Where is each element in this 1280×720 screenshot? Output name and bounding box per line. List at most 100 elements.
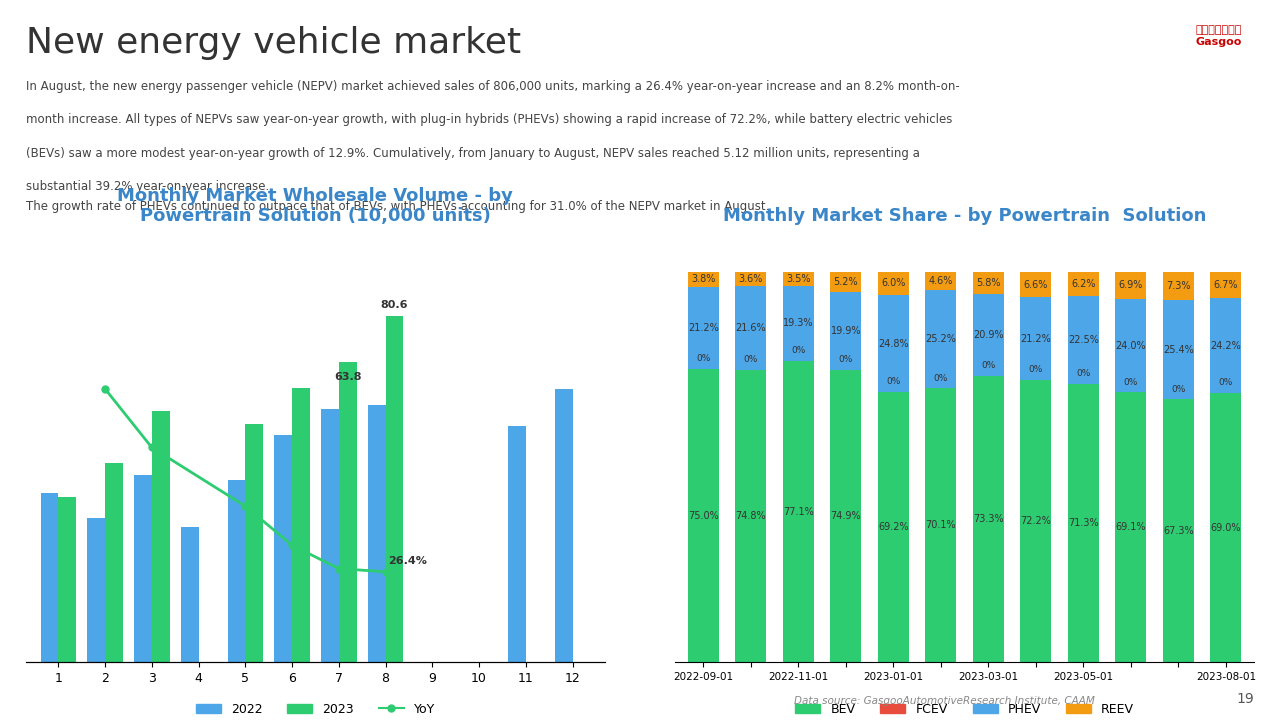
Bar — [831, 271, 861, 292]
Bar — [735, 271, 767, 286]
Text: 6.9%: 6.9% — [1119, 280, 1143, 290]
Text: 73.3%: 73.3% — [973, 514, 1004, 524]
Text: 74.8%: 74.8% — [736, 511, 767, 521]
Text: 77.1%: 77.1% — [783, 507, 814, 517]
Text: 24.8%: 24.8% — [878, 338, 909, 348]
Text: 0%: 0% — [838, 355, 852, 364]
Bar — [246, 424, 264, 662]
Bar — [878, 392, 909, 662]
Bar — [1020, 297, 1051, 380]
Bar — [292, 388, 310, 662]
Text: 21.2%: 21.2% — [1020, 334, 1051, 344]
Bar — [973, 294, 1004, 376]
Text: 6.6%: 6.6% — [1024, 279, 1048, 289]
Text: 5.8%: 5.8% — [977, 278, 1001, 288]
Bar — [1020, 271, 1051, 297]
Text: 7.3%: 7.3% — [1166, 281, 1190, 291]
Bar — [1115, 271, 1147, 299]
Bar — [1211, 298, 1242, 393]
Bar — [1211, 272, 1242, 298]
Text: 6.7%: 6.7% — [1213, 280, 1238, 290]
Text: 72.2%: 72.2% — [1020, 516, 1051, 526]
Text: 20.9%: 20.9% — [973, 330, 1004, 340]
Bar — [687, 271, 719, 287]
Text: 0%: 0% — [696, 354, 710, 364]
Bar — [687, 287, 719, 369]
Text: 69.2%: 69.2% — [878, 522, 909, 532]
Text: 19: 19 — [1236, 692, 1254, 706]
Text: 26.4%: 26.4% — [388, 556, 426, 566]
Text: 6.0%: 6.0% — [881, 279, 905, 289]
Text: 80.6: 80.6 — [380, 300, 408, 310]
Text: The growth rate of PHEVs continued to outpace that of BEVs, with PHEVs accountin: The growth rate of PHEVs continued to ou… — [26, 200, 769, 213]
Bar — [105, 462, 123, 662]
Bar — [783, 286, 814, 361]
Text: month increase. All types of NEPVs saw year-on-year growth, with plug-in hybrids: month increase. All types of NEPVs saw y… — [26, 114, 952, 127]
Text: 74.9%: 74.9% — [831, 511, 861, 521]
Text: In August, the new energy passenger vehicle (NEPV) market achieved sales of 806,: In August, the new energy passenger vehi… — [26, 80, 959, 93]
Bar — [1164, 300, 1194, 400]
Text: 3.5%: 3.5% — [786, 274, 810, 284]
Text: 25.4%: 25.4% — [1164, 345, 1194, 355]
Text: 0%: 0% — [1029, 366, 1043, 374]
Bar — [180, 527, 198, 662]
Bar — [1068, 296, 1098, 384]
Bar — [1164, 400, 1194, 662]
Text: 69.1%: 69.1% — [1116, 523, 1146, 532]
Bar — [973, 376, 1004, 662]
Bar — [878, 271, 909, 295]
Bar — [321, 409, 339, 662]
Text: 0%: 0% — [933, 374, 948, 382]
Text: Data source: GasgooAutomotiveResearch Institute, CAAM: Data source: GasgooAutomotiveResearch In… — [794, 696, 1094, 706]
Bar — [1115, 299, 1147, 392]
Bar — [831, 292, 861, 370]
Bar — [134, 475, 152, 662]
Text: 0%: 0% — [1171, 384, 1185, 394]
Bar — [41, 492, 59, 662]
Text: 70.1%: 70.1% — [925, 521, 956, 531]
Text: 71.3%: 71.3% — [1068, 518, 1098, 528]
Text: 3.8%: 3.8% — [691, 274, 716, 284]
Bar — [59, 497, 76, 662]
Text: 63.8: 63.8 — [334, 372, 361, 382]
Text: 0%: 0% — [791, 346, 805, 355]
Bar — [385, 316, 403, 662]
Bar — [367, 405, 385, 662]
Bar — [554, 390, 572, 662]
Bar — [925, 272, 956, 290]
Bar — [1020, 380, 1051, 662]
Bar — [1115, 392, 1147, 662]
Bar — [1211, 393, 1242, 662]
Text: 19.3%: 19.3% — [783, 318, 814, 328]
Bar — [925, 290, 956, 389]
Text: 0%: 0% — [744, 355, 758, 364]
Text: 19.9%: 19.9% — [831, 326, 861, 336]
Bar — [1164, 271, 1194, 300]
Bar — [87, 518, 105, 662]
Text: 75.0%: 75.0% — [687, 511, 718, 521]
Text: 67.3%: 67.3% — [1164, 526, 1194, 536]
Text: 22.5%: 22.5% — [1068, 335, 1098, 345]
Legend: BEV, FCEV, PHEV, REEV: BEV, FCEV, PHEV, REEV — [790, 698, 1139, 720]
Bar — [508, 426, 526, 662]
Text: 5.2%: 5.2% — [833, 276, 858, 287]
Text: 0%: 0% — [1076, 369, 1091, 378]
Legend: 2022, 2023, YoY: 2022, 2023, YoY — [191, 698, 440, 720]
Text: 4.6%: 4.6% — [929, 276, 954, 286]
Text: 21.6%: 21.6% — [736, 323, 767, 333]
Bar — [878, 295, 909, 392]
Text: 0%: 0% — [886, 377, 901, 386]
Text: 0%: 0% — [982, 361, 996, 370]
Bar — [687, 369, 719, 662]
Text: 24.2%: 24.2% — [1211, 341, 1242, 351]
Text: 3.6%: 3.6% — [739, 274, 763, 284]
Bar — [925, 389, 956, 662]
Bar — [783, 361, 814, 662]
Text: 0%: 0% — [1124, 377, 1138, 387]
Text: 盖世汽车研究院
Gasgoo: 盖世汽车研究院 Gasgoo — [1196, 25, 1242, 47]
Bar — [735, 370, 767, 662]
Bar — [831, 370, 861, 662]
Title: Monthly Market Share - by Powertrain  Solution: Monthly Market Share - by Powertrain Sol… — [723, 207, 1206, 225]
Text: 24.0%: 24.0% — [1116, 341, 1146, 351]
Text: 0%: 0% — [1219, 378, 1233, 387]
